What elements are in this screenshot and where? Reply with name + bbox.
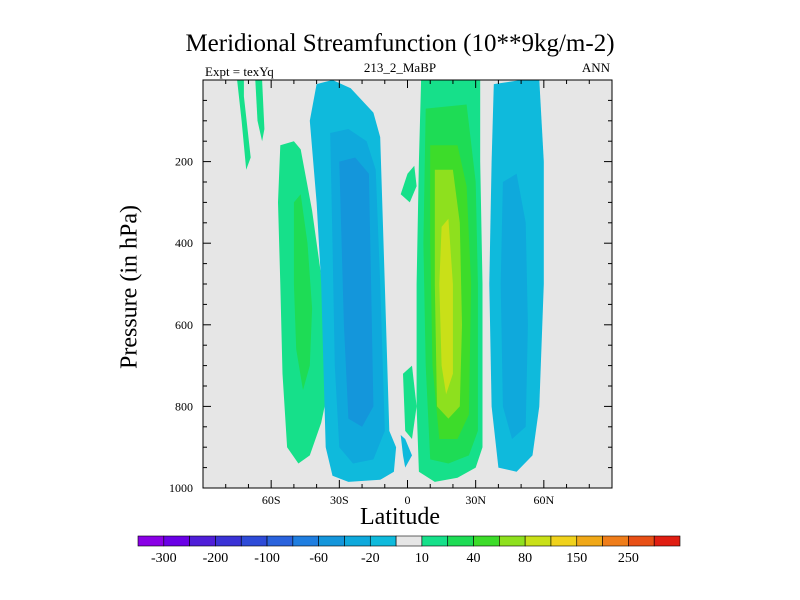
y-tick-label: 800 [175,399,193,413]
colorbar-box [137,535,165,547]
colorbar-label: -60 [309,551,328,566]
x-tick-label: 60N [533,493,554,507]
colorbar-label: 40 [467,551,481,566]
colorbar-box [215,535,242,547]
contour-ferrel-core [500,173,528,440]
colorbar-label: 80 [518,551,532,566]
x-tick-label: 0 [405,493,411,507]
colorbar-label: -20 [361,551,380,566]
x-tick-label: 30N [465,493,486,507]
contour-south-positive-core [293,194,313,391]
colorbar-label: 10 [415,551,429,566]
plot-axes: 60S 30S 0 30N 60N 200 400 600 800 1000 [169,79,613,507]
x-tick-label: 60S [262,493,281,507]
colorbar-box [344,535,371,547]
chart-title: Meridional Streamfunction (10**9kg/m-2) [185,30,615,57]
y-tick-label: 600 [175,318,193,332]
colorbar-box [473,535,500,547]
y-tick-label: 400 [175,236,193,250]
x-axis-label: Latitude [360,504,440,530]
colorbar-box [395,535,423,547]
colorbar-box [447,535,474,547]
contour-south-neg-core [339,157,374,427]
contour-field [203,80,612,488]
y-tick-label: 1000 [169,481,193,495]
colorbar-box [421,535,449,547]
colorbar-box [318,535,345,547]
contour-hadley-80 [439,218,453,395]
colorbar-box [292,535,319,547]
colorbar-box [369,535,397,547]
contour-equator-blob-2 [403,365,417,439]
colorbar-box [189,535,216,547]
contour-equator-blob-1 [400,165,417,203]
colorbar-box [163,535,190,547]
colorbar-label: -300 [151,551,177,566]
contour-streak-1 [237,80,251,170]
colorbar-box [628,535,655,547]
x-tick-label: 30S [330,493,349,507]
experiment-label: Expt = texYq [205,64,274,79]
colorbar-box [524,535,552,547]
colorbar-box [499,535,526,547]
colorbar-box [653,535,681,547]
contour-equator-neg [400,435,412,468]
contour-streak-2 [255,80,265,142]
colorbar-box [240,535,268,547]
y-tick-label: 200 [175,155,193,169]
colorbar-label: 150 [566,551,587,566]
colorbar-label: 250 [618,551,639,566]
season-label: ANN [581,60,610,75]
colorbar-box [602,535,629,547]
colorbar-label: -100 [254,551,280,566]
colorbar-box [576,535,603,547]
colorbar: -300 -200 -100 -60 -20 10 40 80 150 250 [137,535,681,566]
colorbar-box [266,535,294,547]
colorbar-label: -200 [203,551,229,566]
colorbar-box [550,535,578,547]
case-label: 213_2_MaBP [363,60,437,75]
